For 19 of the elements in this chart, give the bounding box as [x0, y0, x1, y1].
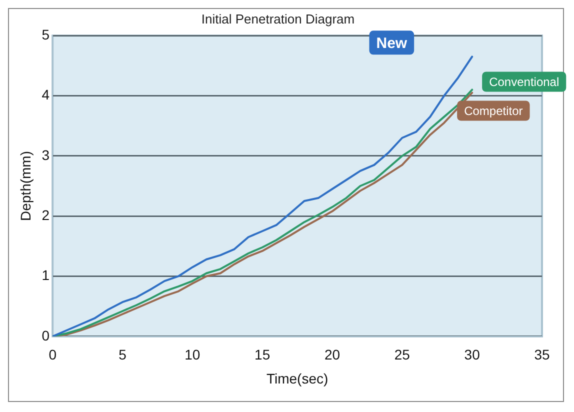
y-tick-label: 5	[42, 26, 50, 42]
y-tick-label: 2	[42, 206, 50, 223]
x-tick-label: 30	[464, 346, 480, 363]
series-label: Conventional	[489, 75, 560, 90]
x-axis-title: Time(sec)	[266, 370, 328, 386]
series-label: Competitor	[464, 104, 523, 118]
x-tick-label: 10	[184, 346, 200, 363]
x-tick-label: 25	[394, 346, 410, 363]
y-axis-title: Depth(mm)	[17, 150, 34, 222]
y-tick-label: 1	[42, 267, 50, 284]
x-tick-label: 5	[118, 346, 127, 363]
x-tick-label: 15	[254, 346, 270, 363]
y-tick-label: 3	[42, 146, 50, 163]
chart-title: Initial Penetration Diagram	[201, 11, 355, 26]
x-tick-label: 35	[534, 346, 550, 363]
y-tick-label: 4	[42, 86, 50, 103]
y-tick-label: 0	[42, 327, 50, 344]
x-tick-label: 20	[324, 346, 340, 363]
text: New	[376, 34, 408, 52]
